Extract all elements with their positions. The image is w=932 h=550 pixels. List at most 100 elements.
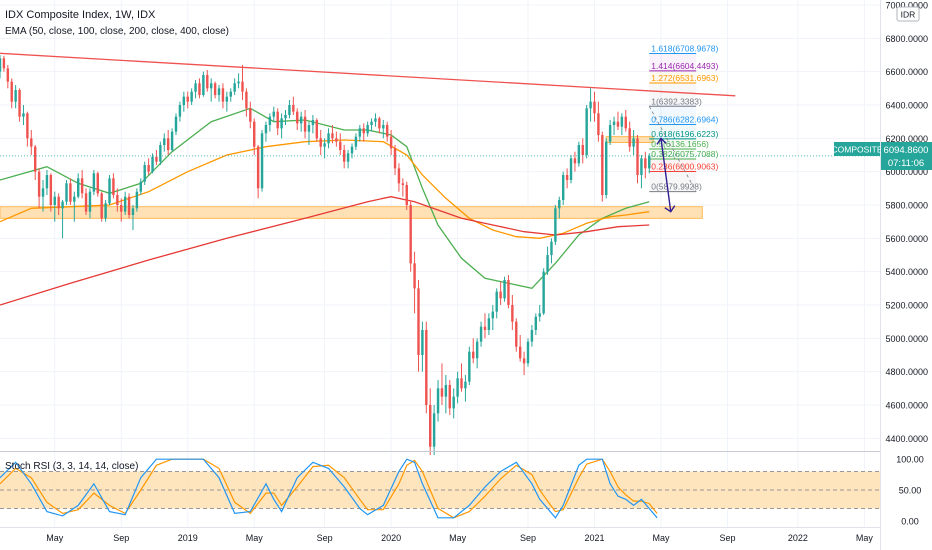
candle [276, 108, 279, 135]
candle [108, 175, 111, 205]
candle [460, 363, 463, 392]
candle-body [554, 208, 557, 242]
candle-body [276, 111, 279, 129]
candle-body [120, 205, 123, 212]
currency-badge[interactable]: IDR [896, 6, 920, 22]
candle-body [182, 96, 186, 105]
candle [358, 125, 362, 142]
ema-200-line [0, 196, 650, 306]
stoch-tick-label: 100.00 [896, 455, 924, 465]
candle [194, 80, 197, 99]
candle [640, 155, 643, 189]
chart-title[interactable]: IDX Composite Index, 1W, IDX [5, 9, 156, 21]
fib-band [649, 53, 697, 71]
candle-body [61, 201, 64, 209]
candle-body [229, 91, 232, 97]
candle-body [483, 326, 487, 330]
candle [456, 371, 459, 404]
candle-body [585, 108, 588, 155]
stoch-rsi-pane [0, 458, 880, 519]
stoch-k-line [0, 458, 658, 519]
candle-body [69, 183, 72, 202]
candle [417, 280, 420, 372]
candle-body [456, 378, 459, 397]
time-axis[interactable]: May Sep 2019 May Sep 2020 May Sep 2021 May Sep 2022… [46, 533, 873, 543]
candle-body [331, 133, 334, 139]
candle [41, 180, 45, 212]
candle-body [186, 96, 189, 102]
candle [241, 65, 244, 100]
candle [589, 88, 592, 122]
fib-band [649, 159, 697, 172]
candle-body [233, 83, 236, 92]
candle-body [139, 181, 143, 192]
candle-body [77, 178, 80, 197]
candle-body [100, 193, 103, 219]
candle [18, 88, 21, 122]
candle-body [577, 145, 581, 164]
candle-body [421, 330, 424, 355]
candle [264, 121, 268, 142]
candle [0, 55, 2, 79]
fib-level-label: 0.236(6000.9063) [651, 162, 718, 172]
candle-body [33, 146, 37, 172]
candle [518, 335, 522, 362]
arrow-head-up [656, 137, 667, 145]
candle [80, 170, 84, 199]
candle [393, 145, 397, 175]
candle [37, 168, 41, 209]
candle [260, 130, 264, 192]
candle-body [202, 75, 205, 95]
candle [569, 155, 573, 184]
ema-100-line [0, 139, 650, 239]
bar-countdown: 07:11:06 [888, 158, 924, 169]
candle [507, 275, 510, 309]
candle-body [503, 280, 506, 299]
candle [151, 153, 154, 174]
candle-body [225, 96, 229, 102]
candle-body [155, 156, 158, 162]
candle [100, 191, 103, 222]
candle [88, 188, 92, 219]
candle [366, 121, 369, 137]
price-axis[interactable]: 7000.0000 6800.0000 6600.0000 6400.0000 6200… [885, 1, 928, 444]
candle [6, 65, 10, 89]
candle-body [108, 178, 111, 204]
fib-band [649, 138, 697, 149]
stoch-band [0, 471, 880, 509]
fib-level-label: 0.786(6282.6964) [651, 115, 718, 125]
candle [452, 388, 455, 419]
candle [339, 133, 342, 155]
candle [648, 153, 651, 174]
candle [14, 85, 17, 109]
candle-body [397, 168, 401, 184]
candle-body [194, 83, 197, 92]
stoch-legend[interactable]: Stoch RSI (3, 3, 14, 14, close) [5, 461, 138, 472]
last-price-tag [881, 142, 932, 170]
ema-legend[interactable]: EMA (50, close, 100, close, 200, close, … [5, 26, 229, 37]
candle-body [605, 141, 608, 195]
candle-body [495, 291, 498, 312]
candle [429, 388, 432, 455]
candle-body [374, 118, 377, 122]
candle [147, 158, 150, 175]
projection-arrow[interactable] [660, 138, 672, 212]
candle [573, 151, 577, 172]
descending-trendline[interactable] [0, 52, 736, 97]
candle [550, 238, 553, 264]
candle-body [280, 118, 283, 129]
candle [530, 325, 534, 347]
candle-body [284, 115, 287, 119]
candle [131, 205, 135, 230]
candle-body [511, 305, 514, 322]
candle-body [123, 196, 127, 212]
candle-body [589, 101, 592, 109]
candle-body [6, 68, 10, 82]
fib-band [649, 83, 697, 107]
candle-body [307, 125, 311, 132]
candle [2, 55, 6, 72]
candle [155, 150, 158, 165]
candle [120, 198, 123, 222]
price-label: COMPOSITE 6094.8600 07:11:06 [831, 142, 932, 170]
stoch-axis[interactable]: 100.00 50.00 0.00 [896, 455, 924, 527]
